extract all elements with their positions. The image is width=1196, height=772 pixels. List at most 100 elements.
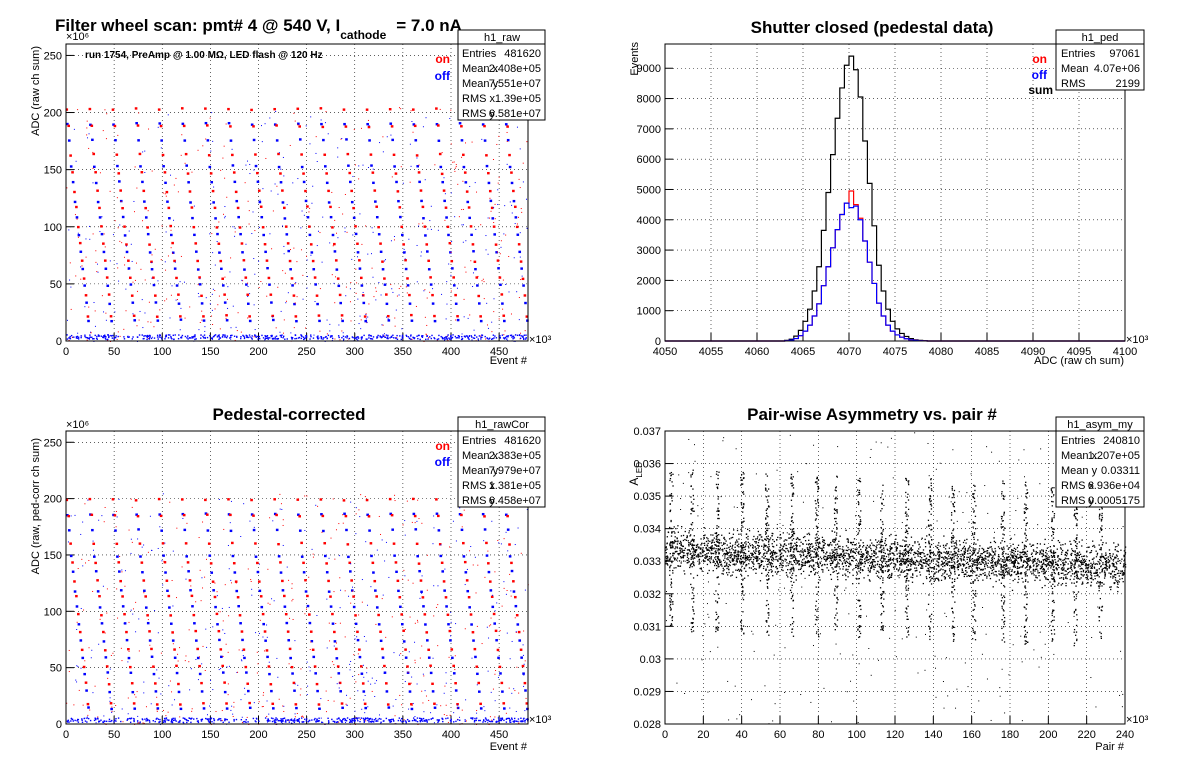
cor-point-baseline bbox=[284, 719, 287, 721]
raw-point-baseline bbox=[75, 337, 78, 339]
raw-point-scatter bbox=[76, 218, 78, 220]
raw-point-scatter bbox=[461, 209, 463, 211]
cor-point-scatter bbox=[300, 688, 302, 690]
raw-point-scatter bbox=[352, 175, 354, 177]
cor-point-on bbox=[304, 579, 307, 582]
raw-point-on bbox=[144, 206, 147, 210]
asym-x-tick-label: 240 bbox=[1116, 729, 1134, 741]
cor-point-baseline bbox=[213, 717, 215, 720]
cor-point-off bbox=[393, 554, 396, 557]
cor-point-off bbox=[524, 689, 527, 692]
cor-y-tick-label: 50 bbox=[50, 663, 62, 675]
asym-point bbox=[772, 565, 775, 568]
cor-point-on bbox=[523, 681, 527, 685]
raw-point-baseline bbox=[410, 338, 412, 340]
asym-point bbox=[911, 557, 913, 559]
asym-point bbox=[800, 567, 802, 569]
raw-point-baseline bbox=[211, 338, 214, 340]
raw-point-scatter bbox=[204, 326, 206, 328]
ped-stats-label: Mean bbox=[1061, 63, 1089, 75]
cor-point-off bbox=[464, 571, 468, 574]
cor-point-baseline bbox=[87, 717, 90, 720]
raw-point-baseline bbox=[222, 334, 224, 336]
asym-point bbox=[759, 534, 762, 536]
cor-point-baseline bbox=[352, 719, 354, 722]
asym-point bbox=[780, 564, 782, 566]
cor-point-off bbox=[431, 690, 435, 693]
cor-point-scatter bbox=[218, 669, 220, 671]
cor-point-scatter bbox=[241, 722, 243, 724]
cor-point-baseline bbox=[210, 718, 212, 720]
raw-point-scatter bbox=[450, 290, 452, 292]
raw-point-baseline bbox=[113, 338, 115, 340]
raw-point-scatter bbox=[302, 274, 304, 276]
raw-point-scatter bbox=[204, 330, 206, 332]
raw-point-baseline bbox=[274, 336, 277, 338]
asym-point bbox=[802, 550, 804, 552]
asym-point bbox=[933, 566, 936, 568]
cor-point-baseline bbox=[311, 719, 313, 721]
cor-point-scatter bbox=[116, 588, 118, 590]
asym-point bbox=[778, 558, 780, 560]
raw-point-scatter bbox=[520, 208, 522, 210]
cor-point-baseline bbox=[200, 720, 203, 722]
raw-point-off bbox=[262, 233, 266, 237]
asym-point bbox=[700, 544, 702, 546]
cor-point-scatter bbox=[109, 668, 111, 670]
raw-point-baseline bbox=[495, 337, 498, 339]
asym-point bbox=[970, 570, 972, 572]
cor-point-scatter bbox=[403, 719, 405, 721]
raw-point-scatter bbox=[169, 317, 171, 319]
asym-point bbox=[892, 553, 895, 555]
cor-point-scatter bbox=[318, 708, 320, 710]
asym-point bbox=[684, 530, 686, 533]
cor-point-baseline bbox=[196, 720, 199, 722]
cor-point-baseline bbox=[280, 721, 283, 723]
cor-point-scatter bbox=[433, 515, 435, 517]
asym-point bbox=[816, 549, 819, 551]
cor-point-scatter bbox=[465, 699, 467, 701]
asym-point bbox=[903, 553, 905, 556]
raw-point-scatter bbox=[162, 192, 164, 194]
raw-point-on bbox=[386, 314, 390, 318]
asym-point bbox=[851, 543, 854, 546]
cor-point-on bbox=[294, 703, 298, 706]
raw-point-scatter bbox=[520, 332, 522, 334]
asym-point bbox=[1018, 562, 1020, 565]
raw-point-scatter bbox=[338, 324, 340, 326]
asym-point bbox=[829, 552, 831, 554]
cor-point-on bbox=[421, 596, 425, 599]
cor-point-on bbox=[525, 702, 529, 705]
asym-point bbox=[839, 545, 841, 548]
raw-point-scatter bbox=[471, 141, 473, 143]
cor-point-scatter bbox=[259, 619, 261, 621]
panel-corrected: Pedestal-corrected ADC (raw, ped-corr ch… bbox=[30, 405, 552, 753]
asym-point bbox=[877, 576, 880, 578]
asym-point bbox=[727, 552, 730, 554]
raw-point-scatter bbox=[125, 245, 127, 247]
cor-point-off bbox=[202, 707, 206, 710]
raw-point-off bbox=[395, 180, 398, 184]
raw-point-on bbox=[429, 276, 432, 279]
cor-point-baseline bbox=[350, 720, 352, 722]
raw-point-baseline bbox=[269, 337, 271, 339]
raw-point-baseline bbox=[446, 338, 449, 340]
raw-point-scatter bbox=[301, 210, 303, 212]
raw-point-scatter bbox=[352, 234, 354, 236]
raw-point-scatter bbox=[329, 330, 331, 332]
cor-point-on bbox=[479, 702, 482, 706]
raw-point-on bbox=[138, 152, 142, 156]
cor-point-scatter bbox=[143, 722, 145, 724]
cor-point-scatter bbox=[268, 661, 270, 663]
cor-point-on bbox=[204, 498, 207, 502]
raw-point-baseline bbox=[267, 336, 269, 339]
cor-point-scatter bbox=[378, 515, 380, 517]
raw-point-baseline bbox=[291, 337, 294, 339]
raw-point-off bbox=[241, 251, 244, 254]
raw-point-scatter bbox=[349, 301, 351, 303]
cor-point-scatter bbox=[510, 590, 512, 592]
raw-point-baseline bbox=[248, 334, 251, 336]
asym-point bbox=[893, 554, 895, 556]
asym-point bbox=[1106, 565, 1108, 568]
cor-point-scatter bbox=[316, 614, 318, 616]
